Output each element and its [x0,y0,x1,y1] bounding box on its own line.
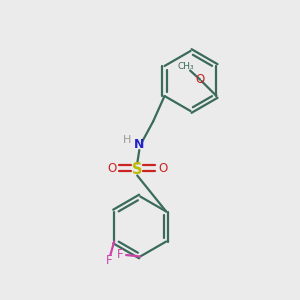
Text: F: F [106,254,112,268]
Text: CH₃: CH₃ [177,62,194,71]
Text: O: O [158,161,167,175]
Text: N: N [134,138,145,151]
Text: O: O [195,73,205,86]
Text: O: O [107,161,116,175]
Text: F: F [117,248,123,262]
Text: S: S [132,162,142,177]
Text: H: H [123,135,131,146]
